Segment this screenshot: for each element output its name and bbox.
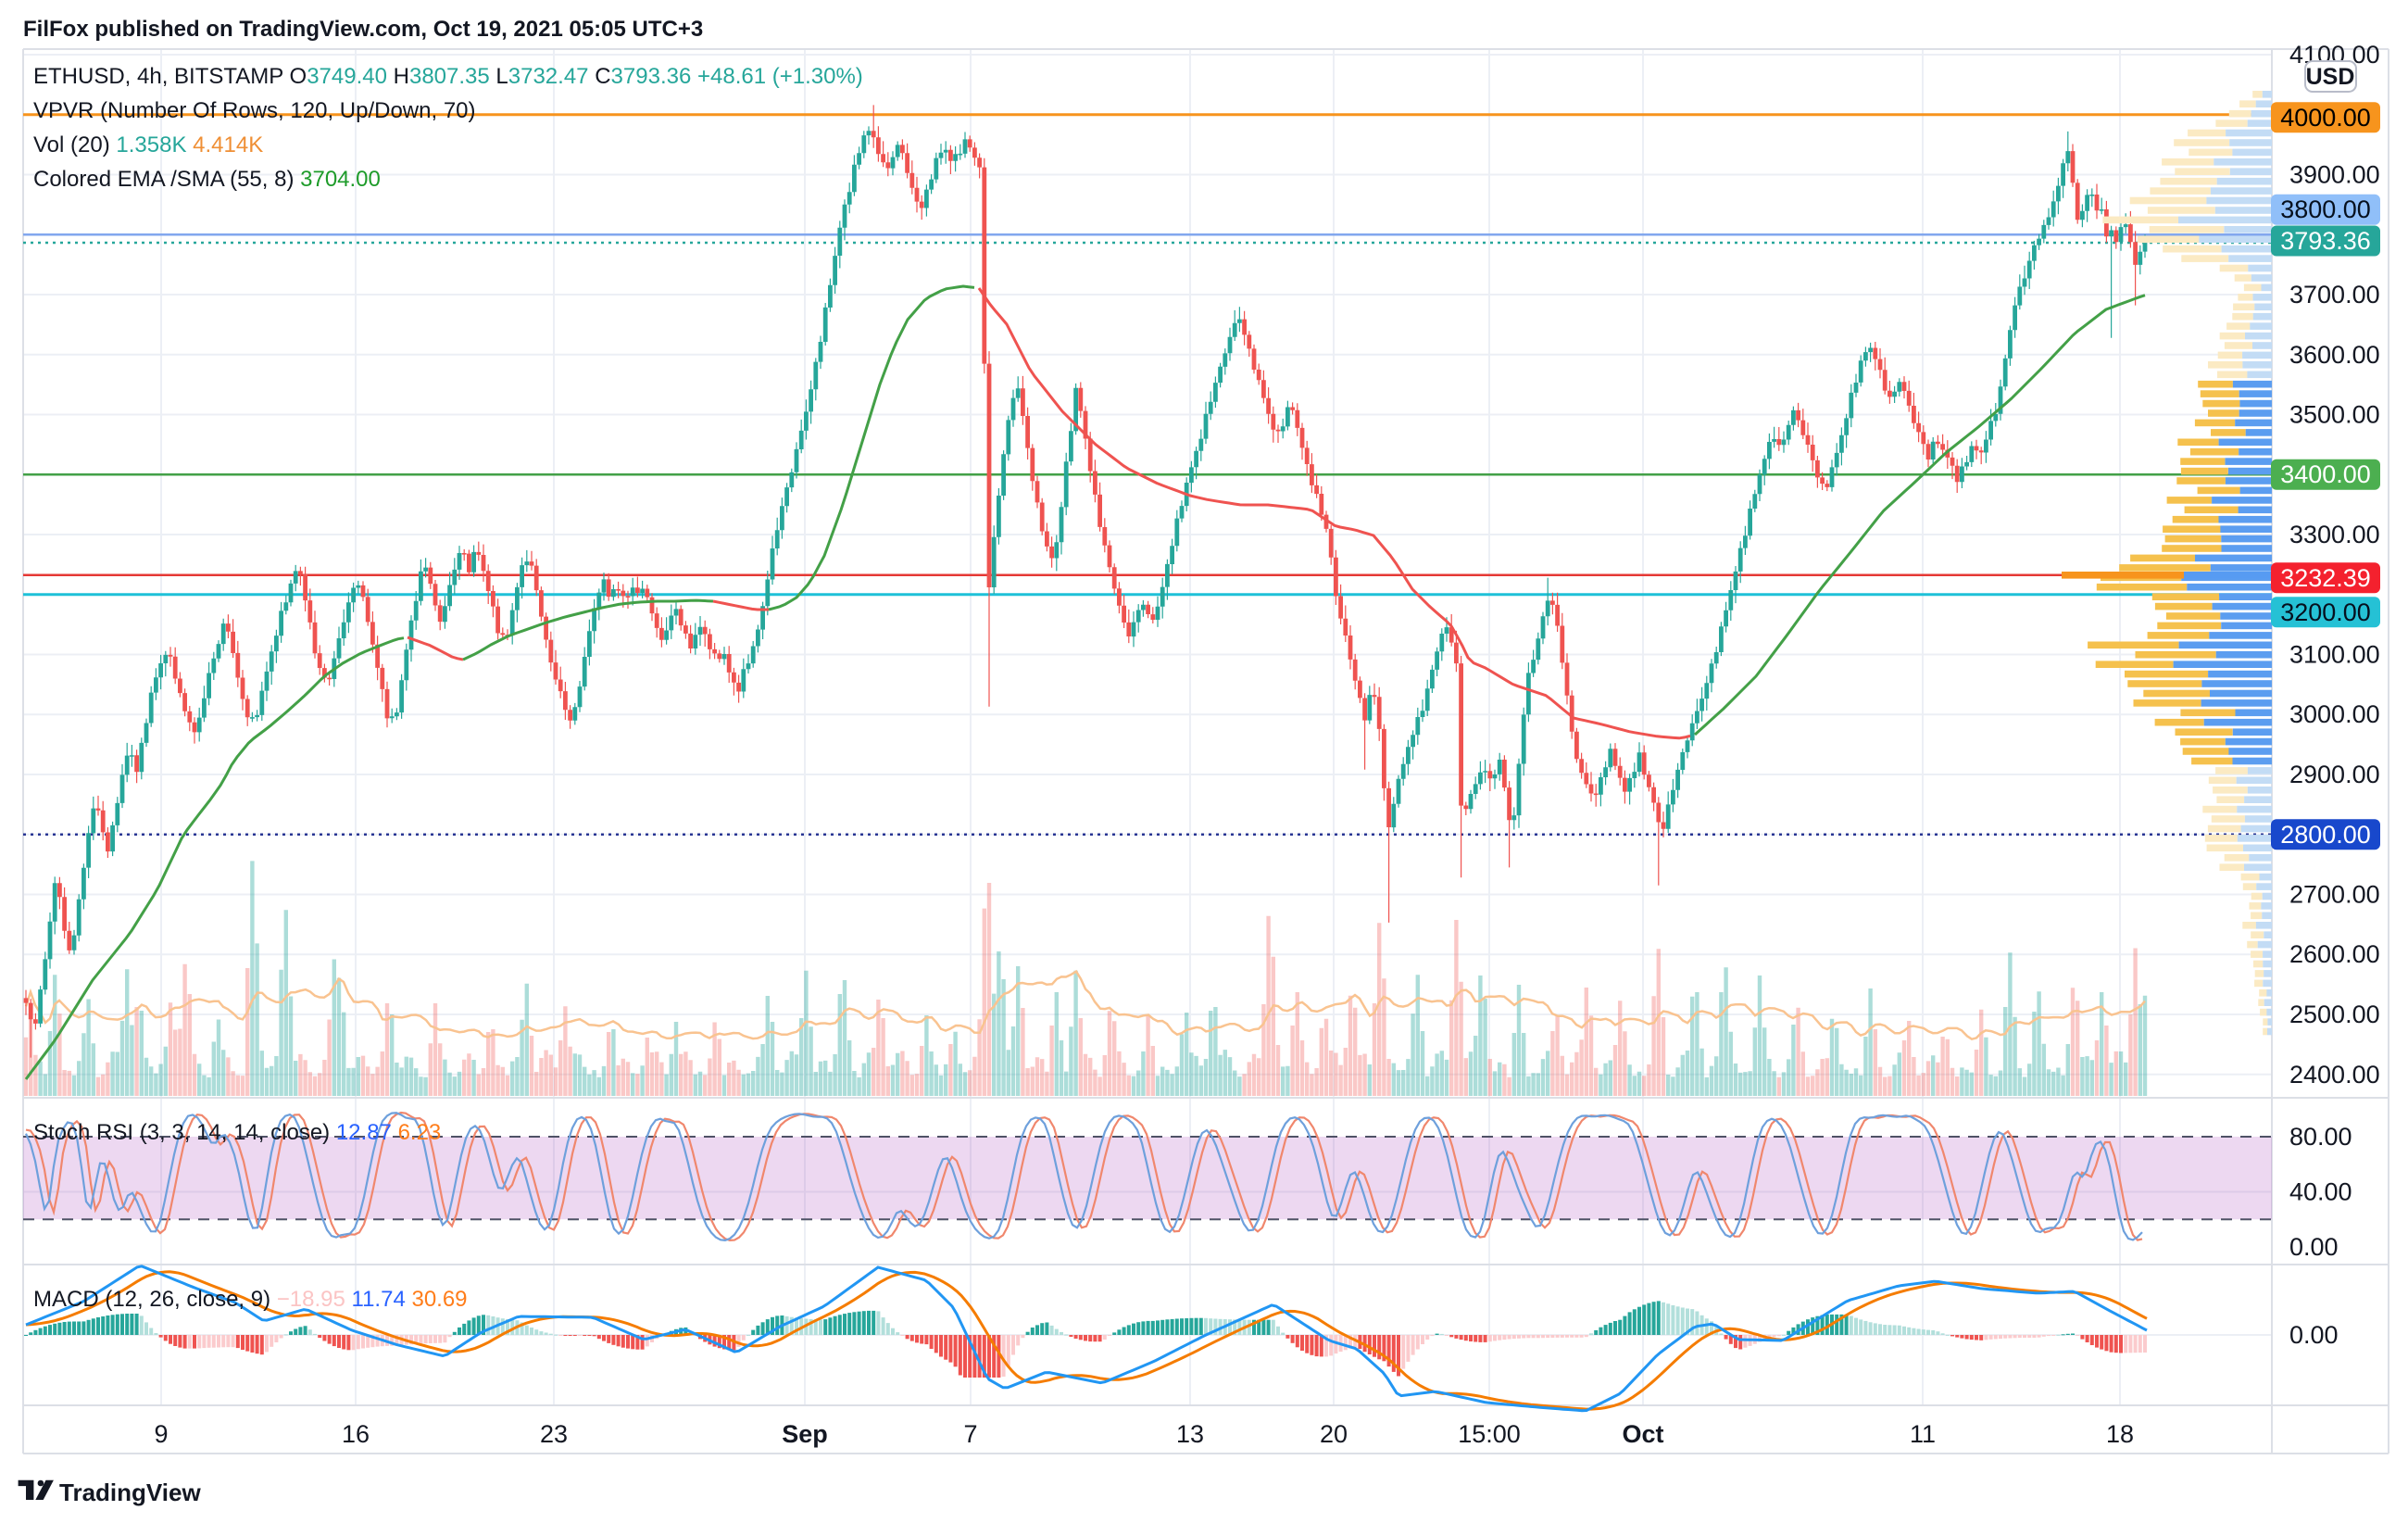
svg-text:80.00: 80.00 bbox=[2289, 1123, 2352, 1151]
svg-text:TradingView: TradingView bbox=[59, 1479, 201, 1506]
svg-text:9: 9 bbox=[154, 1420, 168, 1448]
svg-text:Stoch RSI (3, 3, 14, 14, close: Stoch RSI (3, 3, 14, 14, close) 12.87 6.… bbox=[33, 1120, 441, 1145]
svg-text:20: 20 bbox=[1320, 1420, 1348, 1448]
svg-text:2500.00: 2500.00 bbox=[2289, 1001, 2380, 1028]
svg-text:3800.00: 3800.00 bbox=[2280, 195, 2371, 223]
svg-text:13: 13 bbox=[1176, 1420, 1204, 1448]
svg-text:3793.36: 3793.36 bbox=[2280, 227, 2371, 255]
svg-text:3700.00: 3700.00 bbox=[2289, 281, 2380, 308]
svg-text:3200.00: 3200.00 bbox=[2280, 598, 2371, 626]
svg-text:15:00: 15:00 bbox=[1458, 1420, 1521, 1448]
svg-text:0.00: 0.00 bbox=[2289, 1233, 2339, 1261]
svg-text:3600.00: 3600.00 bbox=[2289, 341, 2380, 369]
svg-text:USD: USD bbox=[2306, 64, 2355, 90]
svg-text:FilFox published on TradingVie: FilFox published on TradingView.com, Oct… bbox=[23, 17, 703, 42]
svg-text:2900.00: 2900.00 bbox=[2289, 761, 2380, 788]
svg-text:11: 11 bbox=[1910, 1420, 1936, 1448]
svg-text:MACD (12, 26, close, 9) −18.95: MACD (12, 26, close, 9) −18.95 11.74 30.… bbox=[33, 1287, 468, 1312]
svg-text:3300.00: 3300.00 bbox=[2289, 521, 2380, 548]
svg-text:3900.00: 3900.00 bbox=[2289, 161, 2380, 189]
svg-text:4000.00: 4000.00 bbox=[2280, 104, 2371, 132]
svg-text:2600.00: 2600.00 bbox=[2289, 940, 2380, 968]
svg-text:3232.39: 3232.39 bbox=[2280, 564, 2371, 592]
svg-text:40.00: 40.00 bbox=[2289, 1178, 2352, 1206]
svg-text:ETHUSD, 4h, BITSTAMP O3749.40: ETHUSD, 4h, BITSTAMP O3749.40 H3807.35 L… bbox=[33, 64, 863, 89]
svg-text:2800.00: 2800.00 bbox=[2280, 821, 2371, 849]
svg-text:2400.00: 2400.00 bbox=[2289, 1061, 2380, 1089]
svg-text:Sep: Sep bbox=[782, 1420, 828, 1448]
svg-text:3400.00: 3400.00 bbox=[2280, 460, 2371, 488]
svg-text:Colored EMA /SMA (55, 8) 3704.: Colored EMA /SMA (55, 8) 3704.00 bbox=[33, 167, 381, 192]
svg-text:3000.00: 3000.00 bbox=[2289, 700, 2380, 728]
svg-text:VPVR (Number Of Rows, 120, Up/: VPVR (Number Of Rows, 120, Up/Down, 70) bbox=[33, 98, 476, 123]
svg-text:3100.00: 3100.00 bbox=[2289, 641, 2380, 669]
svg-text:3500.00: 3500.00 bbox=[2289, 401, 2380, 429]
svg-text:16: 16 bbox=[342, 1420, 370, 1448]
svg-text:2700.00: 2700.00 bbox=[2289, 881, 2380, 909]
svg-text:Oct: Oct bbox=[1622, 1420, 1663, 1448]
svg-text:23: 23 bbox=[540, 1420, 568, 1448]
svg-text:18: 18 bbox=[2106, 1420, 2134, 1448]
svg-text:Vol (20) 1.358K 4.414K: Vol (20) 1.358K 4.414K bbox=[33, 132, 263, 157]
svg-text:7: 7 bbox=[963, 1420, 977, 1448]
svg-text:0.00: 0.00 bbox=[2289, 1321, 2339, 1349]
